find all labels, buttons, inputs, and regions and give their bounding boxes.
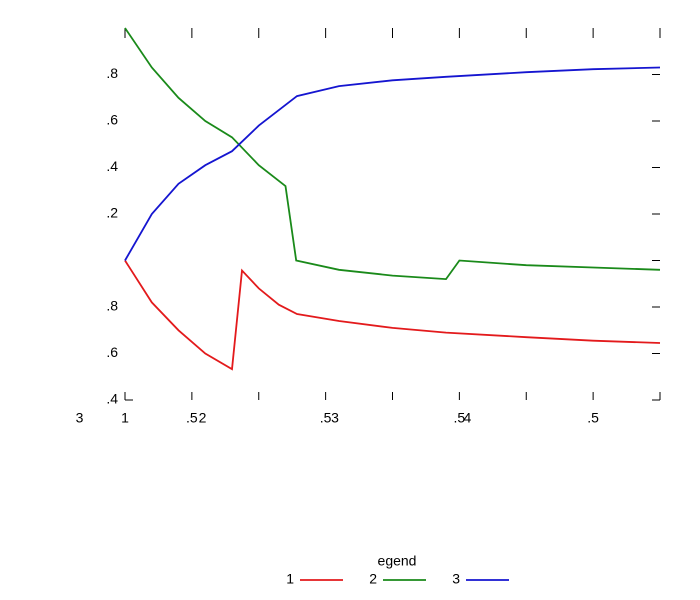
x-tick-label: 3: [76, 410, 84, 426]
x-tick-label: 4: [464, 410, 472, 426]
legend-title: egend: [378, 553, 417, 569]
x-tick-label: .5: [320, 410, 332, 426]
legend-label: 3: [452, 571, 460, 587]
x-tick-label: .5: [454, 410, 466, 426]
legend-label: 2: [369, 571, 377, 587]
x-tick-label: 3: [331, 410, 339, 426]
x-tick-label: .5: [587, 410, 599, 426]
y-tick-label: .8: [106, 65, 118, 81]
y-tick-label: .6: [106, 112, 118, 128]
x-tick-label: 2: [199, 410, 207, 426]
series-line: [124, 27, 661, 281]
x-tick-label: .5: [186, 410, 198, 426]
series-line: [124, 260, 661, 371]
y-tick-label: .8: [106, 298, 118, 314]
series-line: [124, 66, 661, 261]
y-tick-label: .4: [106, 158, 118, 174]
x-tick-label: 1: [121, 410, 129, 426]
legend-label: 1: [286, 571, 294, 587]
y-tick-label: .4: [106, 391, 118, 407]
y-tick-label: .6: [106, 344, 118, 360]
y-tick-label: .2: [106, 205, 118, 221]
